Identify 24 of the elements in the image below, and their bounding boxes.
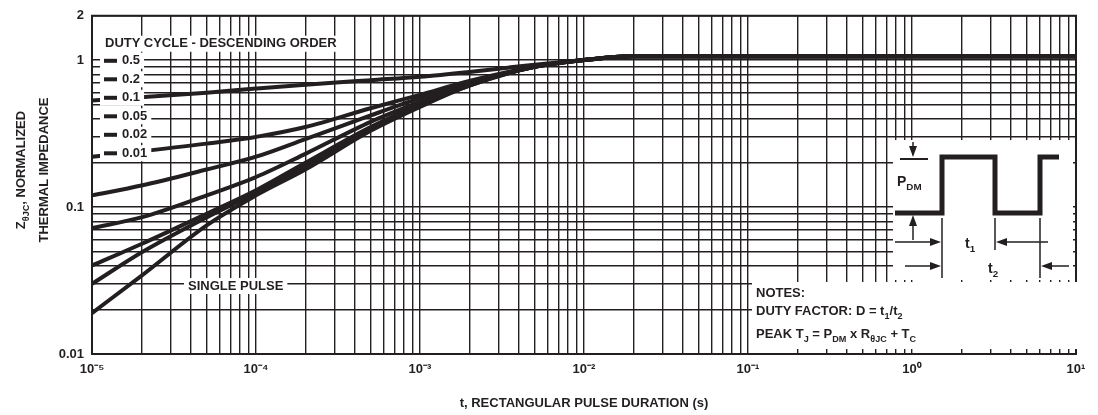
x-tick-label: 10⁻⁴ <box>243 361 269 377</box>
x-tick-label: 10⁻⁵ <box>79 361 105 377</box>
legend-label: 0.1 <box>122 89 141 105</box>
annotation: t$_{1}$ <box>965 235 976 254</box>
legend-label: 0.5 <box>122 52 141 68</box>
y-tick-label: 1 <box>76 51 84 67</box>
y-tick-label: 2 <box>76 7 84 23</box>
y-tick-label: 0.01 <box>58 345 84 361</box>
notes-panel: NOTES: DUTY FACTOR: D = t$_{1}$/t$_{2}$ PEAK T$_{J}$ = P$_{DM}$ x R$_{θJC}$ + T$_{C}$ <box>752 282 1078 350</box>
x-axis-title: t, RECTANGULAR PULSE DURATION (s) <box>459 394 709 410</box>
annotation: P$_{DM}$ <box>897 173 922 192</box>
x-tick-label: 10⁰ <box>902 361 922 377</box>
legend-label: 0.01 <box>122 144 148 160</box>
x-tick-label: 10¹ <box>1066 361 1086 377</box>
x-tick-label: 10⁻² <box>572 361 597 377</box>
legend-label: 0.05 <box>122 107 148 123</box>
legend-label: 0.02 <box>122 126 148 142</box>
y-tick-label: 0.1 <box>65 198 84 214</box>
text: SINGLE PULSE <box>188 277 284 293</box>
x-tick-label: 10⁻¹ <box>736 361 760 377</box>
annotation: t$_{2}$ <box>988 260 999 279</box>
legend-label: 0.2 <box>122 70 141 86</box>
x-tick-label: 10⁻³ <box>408 361 433 377</box>
legend-title: DUTY CYCLE - DESCENDING ORDER <box>105 35 338 51</box>
